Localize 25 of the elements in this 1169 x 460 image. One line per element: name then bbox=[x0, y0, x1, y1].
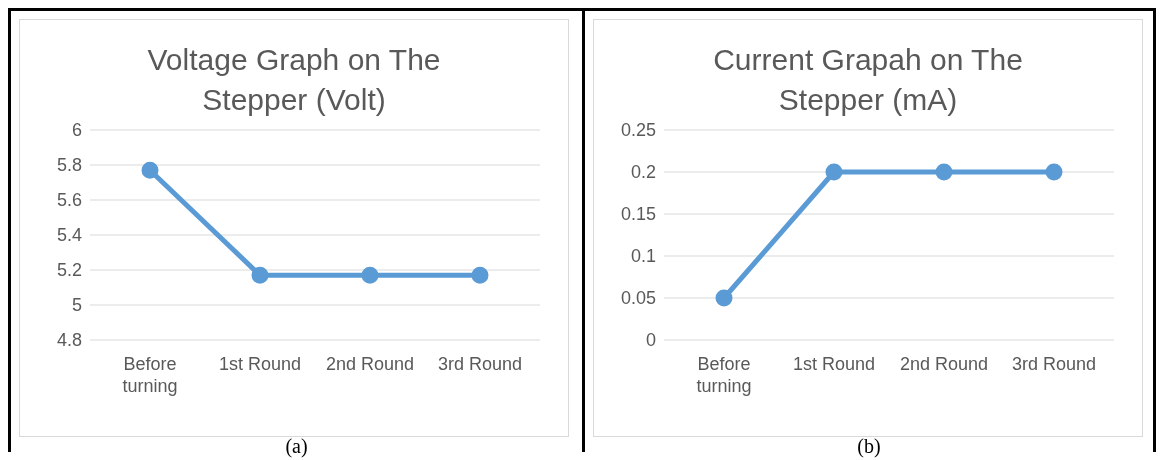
x-tick-label: 2nd Round bbox=[899, 354, 989, 374]
x-tick-label: 2nd Round bbox=[325, 354, 415, 374]
y-tick-label: 5.8 bbox=[56, 155, 82, 176]
chart-title: Voltage Graph on The Stepper (Volt) bbox=[146, 42, 442, 118]
x-tick-label: Before turning bbox=[122, 354, 178, 396]
y-tick-label: 0 bbox=[645, 330, 656, 351]
y-tick-label: 0.2 bbox=[630, 162, 656, 183]
x-tick-label: Before turning bbox=[696, 354, 752, 396]
text: (b) bbox=[856, 435, 882, 457]
y-tick-label: 5.4 bbox=[56, 225, 82, 246]
y-tick-label: 0.25 bbox=[620, 120, 656, 141]
y-tick-label: 0.1 bbox=[630, 246, 656, 267]
chart-title: Current Grapah on The Stepper (mA) bbox=[712, 42, 1024, 118]
text: (a) bbox=[284, 435, 309, 457]
y-tick-label: 6 bbox=[71, 120, 82, 141]
x-tick-label: 1st Round bbox=[218, 354, 302, 374]
x-tick-label: 3rd Round bbox=[1011, 354, 1097, 374]
y-tick-label: 5.6 bbox=[56, 190, 82, 211]
x-tick-label: 3rd Round bbox=[437, 354, 523, 374]
y-tick-label: 0.15 bbox=[620, 204, 656, 225]
y-tick-label: 4.8 bbox=[56, 330, 82, 351]
y-tick-label: 0.05 bbox=[620, 288, 656, 309]
x-tick-label: 1st Round bbox=[792, 354, 876, 374]
y-tick-label: 5.2 bbox=[56, 260, 82, 281]
y-tick-label: 5 bbox=[71, 295, 82, 316]
